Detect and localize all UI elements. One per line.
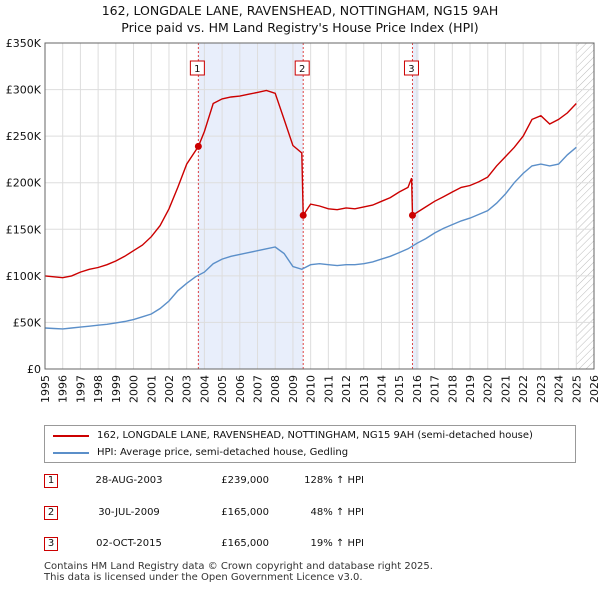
ownership-shade bbox=[198, 43, 304, 369]
forecast-hatch bbox=[576, 43, 594, 369]
x-tick-label: 1995 bbox=[39, 375, 52, 403]
x-tick-label: 2023 bbox=[535, 375, 548, 403]
x-tick-label: 2025 bbox=[570, 375, 583, 403]
transaction-price: £165,000 bbox=[221, 538, 269, 549]
x-tick-label: 2021 bbox=[499, 375, 512, 403]
transaction-row: 3 02-OCT-2015 £165,000 19% ↑ HPI bbox=[44, 535, 444, 555]
x-tick-label: 2002 bbox=[163, 375, 176, 403]
x-tick-label: 2017 bbox=[429, 375, 442, 403]
price-chart: 1 2 3 £0 £50K £100K £150K £200K £250K £300K £350K 1… bbox=[6, 37, 600, 403]
y-tick-label: £350K bbox=[6, 37, 42, 50]
x-tick-label: 2014 bbox=[375, 375, 388, 403]
x-tick-label: 1999 bbox=[110, 375, 123, 403]
x-tick-label: 2007 bbox=[252, 375, 265, 403]
x-tick-label: 2001 bbox=[145, 375, 158, 403]
x-tick-label: 2005 bbox=[216, 375, 229, 403]
y-tick-label: £250K bbox=[6, 130, 42, 143]
legend-hpi-label: HPI: Average price, semi-detached house,… bbox=[97, 447, 349, 458]
plot-border bbox=[44, 42, 595, 370]
transaction-row: 2 30-JUL-2009 £165,000 48% ↑ HPI bbox=[44, 504, 444, 524]
transaction-number-badge: 3 bbox=[44, 537, 58, 551]
x-tick-label: 2011 bbox=[322, 375, 335, 403]
footer-copyright: Contains HM Land Registry data © Crown c… bbox=[44, 561, 433, 572]
footer-licence: This data is licensed under the Open Gov… bbox=[44, 572, 363, 583]
property-line-swatch bbox=[53, 435, 89, 437]
x-tick-label: 2004 bbox=[198, 375, 211, 403]
x-tick-label: 2018 bbox=[446, 375, 459, 403]
y-tick-label: £150K bbox=[6, 223, 42, 236]
x-tick-label: 2015 bbox=[393, 375, 406, 403]
x-tick-label: 2022 bbox=[517, 375, 530, 403]
x-tick-label: 2020 bbox=[482, 375, 495, 403]
transaction-row: 1 28-AUG-2003 £239,000 128% ↑ HPI bbox=[44, 472, 444, 492]
hpi-line-swatch bbox=[53, 452, 89, 454]
x-tick-label: 2013 bbox=[358, 375, 371, 403]
x-tick-label: 2008 bbox=[269, 375, 282, 403]
x-tick-label: 1997 bbox=[74, 375, 87, 403]
event-badge-label: 2 bbox=[299, 64, 305, 75]
x-tick-label: 1998 bbox=[92, 375, 105, 403]
legend-property-label: 162, LONGDALE LANE, RAVENSHEAD, NOTTINGH… bbox=[97, 430, 533, 441]
event-badge-label: 1 bbox=[194, 64, 200, 75]
ownership-shade bbox=[412, 43, 419, 369]
legend: 162, LONGDALE LANE, RAVENSHEAD, NOTTINGH… bbox=[44, 425, 576, 463]
y-tick-label: £50K bbox=[13, 316, 42, 329]
transaction-price: £165,000 bbox=[221, 507, 269, 518]
transaction-number-badge: 1 bbox=[44, 474, 58, 488]
x-tick-label: 2016 bbox=[411, 375, 424, 403]
x-tick-label: 2000 bbox=[128, 375, 141, 403]
x-tick-label: 2010 bbox=[305, 375, 318, 403]
property-price-line bbox=[44, 89, 577, 279]
chart-title: 162, LONGDALE LANE, RAVENSHEAD, NOTTINGH… bbox=[101, 3, 499, 18]
transaction-hpi-change: 128% ↑ HPI bbox=[304, 475, 364, 486]
x-tick-label: 2019 bbox=[464, 375, 477, 403]
transaction-number-badge: 2 bbox=[44, 506, 58, 520]
event-badge-label: 3 bbox=[408, 64, 414, 75]
hpi-line bbox=[44, 146, 577, 330]
sale-marker bbox=[408, 211, 416, 219]
x-tick-label: 1996 bbox=[57, 375, 70, 403]
transaction-price: £239,000 bbox=[221, 475, 269, 486]
footer: Contains HM Land Registry data © Crown c… bbox=[44, 561, 433, 583]
transaction-hpi-change: 19% ↑ HPI bbox=[310, 538, 364, 549]
transaction-date: 02-OCT-2015 bbox=[96, 538, 162, 549]
transaction-date: 30-JUL-2009 bbox=[98, 507, 160, 518]
x-tick-label: 2003 bbox=[181, 375, 194, 403]
y-tick-label: £200K bbox=[6, 177, 42, 190]
event-badge bbox=[189, 60, 205, 76]
event-badge bbox=[294, 60, 310, 76]
sale-marker bbox=[299, 211, 307, 219]
x-tick-label: 2024 bbox=[553, 375, 566, 403]
y-tick-label: £300K bbox=[6, 84, 42, 97]
sale-marker bbox=[194, 142, 202, 150]
x-tick-label: 2012 bbox=[340, 375, 353, 403]
x-tick-label: 2006 bbox=[234, 375, 247, 403]
transaction-date: 28-AUG-2003 bbox=[95, 475, 163, 486]
y-tick-label: £0 bbox=[27, 363, 41, 376]
chart-subtitle: Price paid vs. HM Land Registry's House … bbox=[121, 20, 479, 35]
y-tick-label: £100K bbox=[6, 270, 42, 283]
event-badge bbox=[403, 60, 419, 76]
x-tick-label: 2009 bbox=[287, 375, 300, 403]
x-tick-label: 2026 bbox=[588, 375, 600, 403]
transaction-hpi-change: 48% ↑ HPI bbox=[310, 507, 364, 518]
